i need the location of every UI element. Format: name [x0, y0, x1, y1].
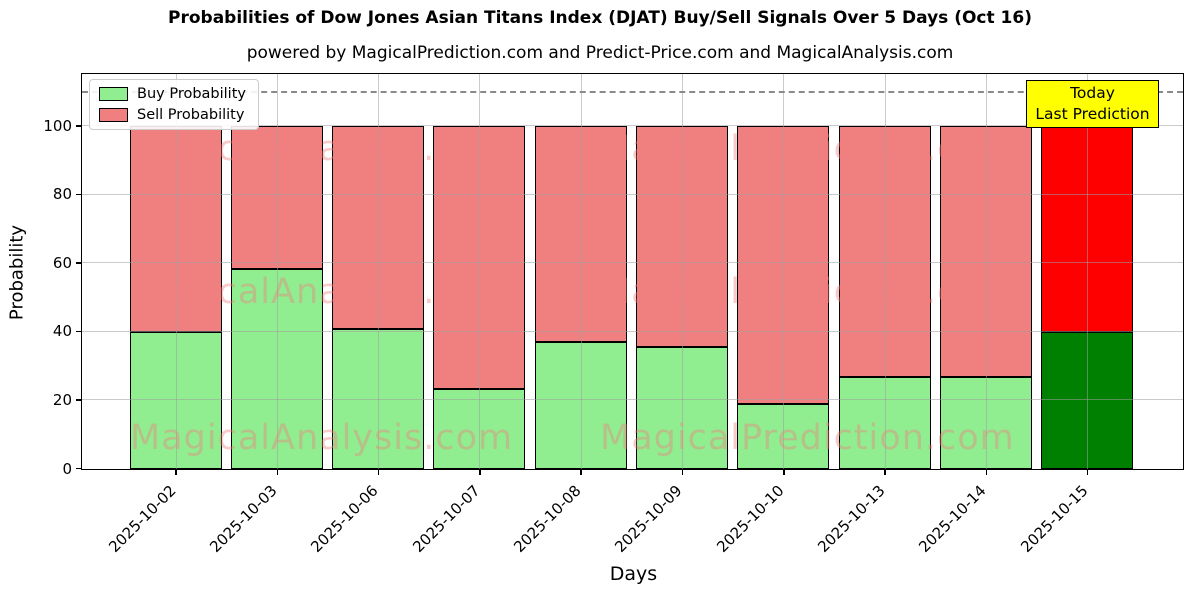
legend-item-buy: Buy Probability: [99, 86, 246, 102]
today-annotation-box: Today Last Prediction: [1026, 80, 1159, 128]
x-tick-label: 2025-10-03: [206, 481, 281, 557]
x-tick-mark: [783, 470, 785, 475]
sell-probability-segment: [1041, 126, 1134, 332]
x-tick-label: 2025-10-07: [408, 481, 484, 557]
buy-probability-segment: [737, 403, 830, 469]
chart-subtitle: powered by MagicalPrediction.com and Pre…: [246, 43, 954, 63]
x-tick-label: 2025-10-13: [814, 481, 889, 557]
x-tick-mark: [681, 470, 684, 475]
legend-label-sell: Sell Probability: [137, 107, 245, 123]
sell-probability-segment: [838, 126, 931, 377]
bar-group: [939, 126, 1032, 469]
buy-probability-segment: [332, 328, 425, 469]
annotation-line-1: Today: [1070, 84, 1115, 102]
buy-probability-segment: [1041, 331, 1134, 469]
sell-probability-segment: [534, 126, 627, 343]
y-tick-label: 0: [62, 459, 72, 478]
x-tick-mark: [985, 470, 988, 475]
buy-probability-segment: [939, 376, 1032, 469]
bar-group: [636, 126, 728, 469]
x-tick-mark: [1086, 470, 1089, 475]
legend: Buy Probability Sell Probability: [89, 79, 259, 130]
legend-item-sell: Sell Probability: [99, 107, 246, 123]
sell-probability-segment: [433, 126, 526, 389]
x-tick-mark: [580, 470, 582, 475]
y-axis-label: Probability: [6, 224, 28, 321]
bar-group: [737, 126, 830, 469]
buy-swatch-icon: [99, 87, 128, 101]
buy-probability-segment: [838, 376, 931, 469]
bar-group: [534, 126, 627, 469]
buy-probability-segment: [230, 268, 323, 469]
buy-probability-segment: [433, 388, 526, 469]
x-tick-mark: [377, 470, 380, 475]
bar-group: [332, 126, 425, 469]
x-tick-mark: [479, 470, 481, 475]
sell-probability-segment: [332, 126, 425, 329]
buy-probability-segment: [534, 342, 627, 469]
bar-group: [433, 126, 526, 469]
bars-layer: [82, 74, 1183, 469]
bar-group: [838, 126, 931, 469]
buy-probability-segment: [636, 347, 728, 469]
sell-probability-segment: [737, 126, 830, 404]
x-tick-mark: [276, 470, 279, 475]
annotation-line-2: Last Prediction: [1035, 105, 1150, 123]
bar-group: [230, 126, 323, 469]
x-axis-label: Days: [609, 563, 658, 585]
sell-probability-segment: [939, 126, 1032, 377]
x-tick-label: 2025-10-15: [1016, 481, 1092, 557]
x-tick-label: 2025-10-08: [510, 481, 585, 557]
legend-label-buy: Buy Probability: [137, 86, 246, 102]
sell-probability-segment: [129, 126, 222, 332]
sell-swatch-icon: [99, 108, 128, 122]
x-tick-label: 2025-10-06: [307, 481, 382, 557]
bar-group: [129, 126, 222, 469]
chart-title: Probabilities of Dow Jones Asian Titans …: [168, 8, 1032, 28]
x-tick-label: 2025-10-14: [915, 481, 990, 557]
buy-probability-segment: [129, 331, 222, 469]
x-tick-label: 2025-10-10: [712, 481, 788, 557]
sell-probability-segment: [636, 126, 728, 348]
x-tick-label: 2025-10-02: [104, 481, 180, 557]
x-tick-mark: [175, 470, 177, 475]
plot-area: MagicalAnalysis.com MagicalPrediction.co…: [81, 73, 1184, 470]
bar-group: [1041, 126, 1134, 469]
sell-probability-segment: [230, 126, 323, 269]
x-tick-mark: [884, 470, 886, 475]
x-tick-label: 2025-10-09: [611, 481, 686, 557]
